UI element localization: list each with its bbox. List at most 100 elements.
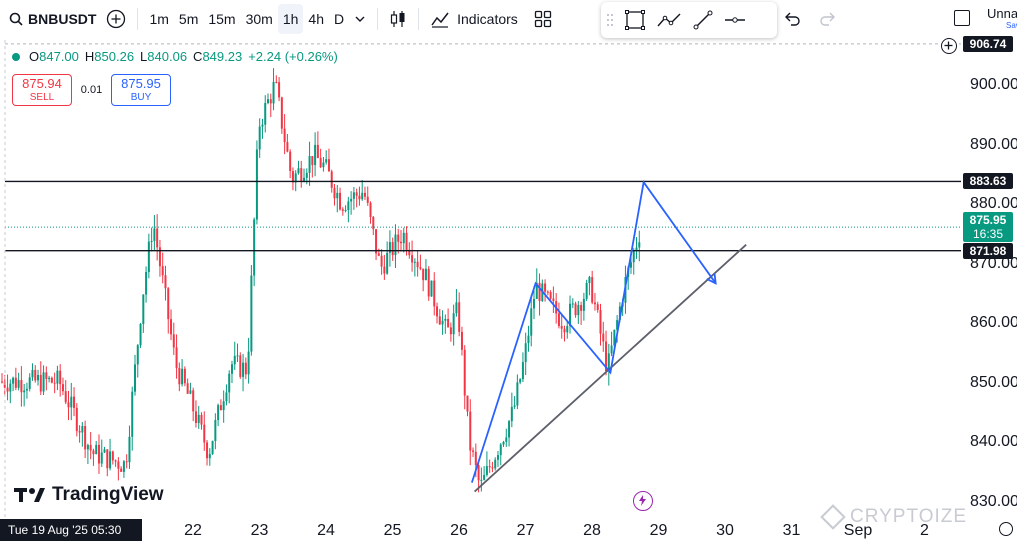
price-tick-label: 830.00 [970,492,1017,510]
interval-dropdown[interactable] [349,4,371,34]
buy-button[interactable]: 875.95 BUY [111,74,171,106]
candle-body [361,192,364,200]
candle-body [549,292,552,299]
candle-body [250,275,253,352]
candle-body [488,466,491,468]
sell-button[interactable]: 875.94 SELL [12,74,72,106]
candles-group [1,68,641,493]
interval-30m[interactable]: 30m [245,11,273,27]
path-tool[interactable] [651,5,687,35]
interval-1h[interactable]: 1h [277,4,304,34]
indicators-button[interactable]: Indicators [425,4,523,34]
candle-body [383,266,386,274]
interval-1d[interactable]: D [333,11,345,27]
candle-body [291,171,294,183]
candle-body [12,377,15,384]
interval-5m[interactable]: 5m [178,11,199,27]
candle-body [413,261,416,263]
candle-body [402,232,405,244]
candle-body [136,345,139,365]
redo-button[interactable] [814,4,842,34]
buy-label: BUY [130,92,152,103]
candle-body [242,362,245,377]
watermark-icon [820,504,846,530]
candle-body [214,420,217,441]
drag-handle[interactable] [601,12,619,28]
candle-body [496,455,499,460]
layout-square-icon[interactable] [954,10,970,26]
compare-button[interactable] [101,4,131,34]
add-alert-icon[interactable] [941,38,957,54]
candle-body [14,377,17,388]
candle-body [571,303,574,305]
candle-body [308,156,311,173]
candle-body [438,316,441,325]
candle-body [449,327,452,335]
candle-body [530,308,533,336]
candle-body [519,379,522,383]
candle-body [510,406,513,422]
candle-body [48,377,51,380]
candle-body [358,195,361,200]
horizontal-line-tool[interactable] [719,5,751,35]
chevron-down-icon [355,16,365,22]
low-label: L [140,49,148,64]
candle-body [610,345,613,354]
change-value: +2.24 (+0.26%) [248,49,338,64]
rectangle-icon [625,10,645,30]
candle-body [228,373,231,393]
candle-body [92,450,95,455]
candle-body [158,247,161,267]
candle-body [100,452,103,464]
price-tick-label: 890.00 [970,135,1017,153]
symbol-search[interactable]: BNBUSDT [4,4,101,34]
candle-body [629,262,632,268]
rectangle-tool[interactable] [619,5,651,35]
candle-body [236,355,239,357]
candle-body [422,268,425,281]
candle-body [602,333,605,342]
candle-body [427,268,430,297]
interval-15m[interactable]: 15m [208,11,236,27]
price-chart[interactable] [0,38,961,518]
candle-body [183,368,186,384]
wave-pattern [470,179,717,483]
drawing-panel [601,2,777,38]
candle-body [286,142,289,152]
candle-body [375,229,378,254]
redo-icon [820,12,835,26]
settings-gear-icon[interactable] [999,522,1013,536]
candle-body [400,241,402,244]
time-tick-label: 30 [716,522,734,539]
candle-body [546,291,549,293]
candle-body [81,426,84,433]
undo-button[interactable] [778,4,806,34]
ohlc-legend: O 847.00 H 850.26 L 840.06 C 849.23 +2.24 (+… [12,49,344,64]
price-axis[interactable] [961,38,1017,518]
time-axis[interactable] [0,518,961,543]
candle-body [521,362,524,380]
candle-body [203,424,206,443]
chart-type-button[interactable] [384,4,412,34]
divider [418,8,420,30]
candle-body [325,159,328,163]
candle-body [538,282,541,302]
layout-name[interactable]: Unna [987,6,1017,21]
indicators-label: Indicators [457,11,518,27]
templates-button[interactable] [529,4,557,34]
candle-body [447,318,450,328]
candle-body [319,157,322,168]
candle-body [574,303,577,316]
candle-body [339,192,342,210]
save-label[interactable]: Sav [1006,21,1017,30]
candle-body [474,451,477,466]
interval-1m[interactable]: 1m [149,11,169,27]
trendline-tool[interactable] [687,5,719,35]
candle-body [208,454,211,459]
candle-body [632,250,635,263]
candle-body [300,168,303,181]
lightning-icon[interactable] [633,491,653,511]
interval-4h[interactable]: 4h [308,11,324,27]
grid-icon [534,10,551,28]
pattern-arrowhead [706,273,717,285]
